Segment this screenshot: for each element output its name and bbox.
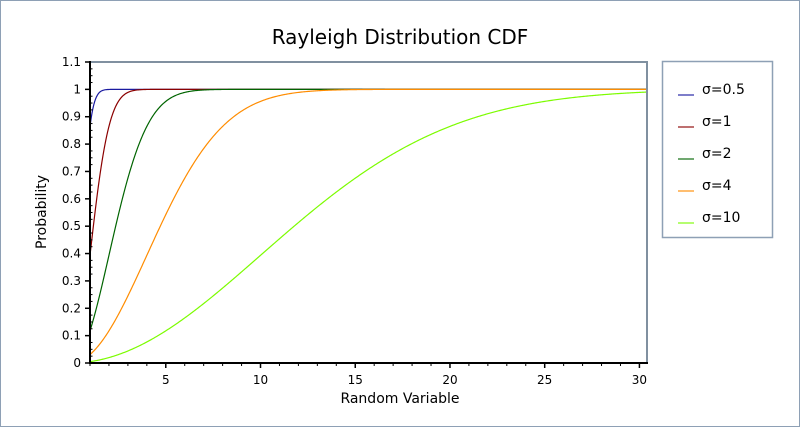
y-tick-label: 0.8 <box>62 137 81 151</box>
x-tick-label: 15 <box>348 373 363 387</box>
legend-label-2: σ=2 <box>702 146 732 162</box>
legend: σ=0.5 σ=1 σ=2 σ=4 σ=10 <box>661 60 774 239</box>
series-line-3 <box>89 88 647 356</box>
legend-label-0: σ=0.5 <box>702 82 745 98</box>
y-axis-label: Probability <box>34 175 50 249</box>
series-line-4 <box>89 91 648 363</box>
x-tick-label: 25 <box>537 373 552 387</box>
y-tick-label: 0.1 <box>62 329 81 343</box>
chart-title: Rayleigh Distribution CDF <box>272 25 529 49</box>
y-tick-label: 0.9 <box>62 110 81 124</box>
y-tick-label: 1 <box>73 82 81 96</box>
y-tick-label: 0.3 <box>62 274 81 288</box>
y-tick-label: 0 <box>73 356 81 370</box>
plot-frame <box>90 61 648 363</box>
y-tick-label: 0.2 <box>62 301 81 315</box>
y-tick-label: 1.1 <box>62 55 81 69</box>
y-tick-label: 0.4 <box>62 247 81 261</box>
legend-label-1: σ=1 <box>702 114 732 130</box>
y-tick-label: 0.7 <box>62 164 81 178</box>
y-tick-label: 0.5 <box>62 219 81 233</box>
plot-area: 0 0.1 0.2 0.3 0.4 0.5 0.6 0.7 0.8 0.9 1 1.1 5 10 15 20 2… <box>62 55 648 387</box>
plot-background <box>90 62 647 363</box>
legend-label-4: σ=10 <box>702 210 740 226</box>
x-tick-label: 30 <box>632 373 647 387</box>
y-tick-label: 0.6 <box>62 192 81 206</box>
x-tick-label: 20 <box>442 373 457 387</box>
legend-label-3: σ=4 <box>702 178 732 194</box>
legend-box <box>661 60 774 239</box>
x-tick-label: 10 <box>253 373 268 387</box>
x-tick-label: 5 <box>162 373 170 387</box>
x-axis-label: Random Variable <box>340 391 459 407</box>
